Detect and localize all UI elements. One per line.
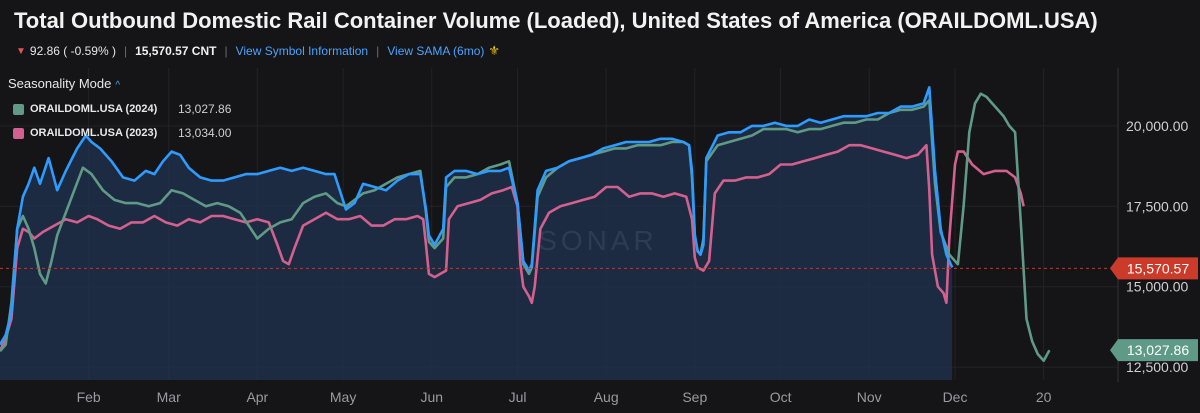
divider: | — [376, 44, 380, 58]
y-tick-label: 17,500.00 — [1126, 198, 1188, 214]
legend-item-name: ORAILDOML.USA (2024) — [30, 103, 158, 115]
legend-item-value: 13,034.00 — [178, 126, 232, 140]
series-2024-price-tag-bg — [1110, 339, 1198, 362]
price-tags: 15,570.57 13,027.86 — [1110, 257, 1198, 362]
legend-item-name: ORAILDOML.USA (2023) — [30, 127, 158, 139]
x-tick-label: Nov — [857, 389, 882, 405]
legend-item-value: 13,027.86 — [178, 102, 232, 116]
y-tick-label: 15,000.00 — [1126, 279, 1188, 295]
legend-swatch-2023 — [13, 127, 24, 139]
x-axis: Feb Mar Apr May Jun Jul Aug Sep Oct Nov Dec 20 — [77, 389, 1052, 405]
divider: | — [224, 44, 228, 58]
seasonality-mode-toggle[interactable]: Seasonality Mode ^ — [8, 76, 231, 91]
view-symbol-info-link[interactable]: View Symbol Information — [235, 44, 369, 58]
series-line — [0, 86, 954, 346]
legend: Seasonality Mode ^ ORAILDOML.USA (2024) 1… — [8, 76, 231, 148]
y-axis: 12,500.00 15,000.00 17,500.00 20,000.00 — [1126, 118, 1188, 375]
x-tick-label: Oct — [770, 389, 792, 405]
last-value: 15,570.57 CNT — [135, 44, 217, 58]
sama-icon[interactable]: ⚜ — [488, 43, 501, 58]
view-sama-link[interactable]: View SAMA (6mo) — [387, 44, 485, 58]
x-tick-label: Dec — [943, 389, 968, 405]
seasonality-mode-label: Seasonality Mode — [8, 76, 112, 91]
legend-item-2024[interactable]: ORAILDOML.USA (2024) 13,027.86 — [8, 100, 231, 118]
current-price-tag-label: 15,570.57 — [1127, 260, 1189, 276]
x-tick-label: Mar — [157, 389, 181, 405]
series-line — [0, 143, 1025, 352]
header-stats: ▼ 92.86 ( -0.59% ) | 15,570.57 CNT | Vie… — [16, 43, 500, 59]
divider: | — [123, 44, 128, 58]
change-arrow-icon: ▼ — [16, 45, 26, 57]
x-tick-label: Jul — [509, 389, 527, 405]
chart-series — [0, 86, 1051, 381]
chart-title: Total Outbound Domestic Rail Container V… — [14, 8, 1098, 33]
legend-swatch-2024 — [13, 103, 24, 115]
x-tick-label: Aug — [594, 389, 619, 405]
series-area-fill — [0, 87, 953, 381]
x-tick-label: Apr — [246, 389, 268, 405]
x-tick-label: 20 — [1036, 389, 1052, 405]
x-tick-label: May — [330, 389, 356, 405]
legend-item-2023[interactable]: ORAILDOML.USA (2023) 13,034.00 — [8, 124, 231, 142]
change-value: 92.86 ( -0.59% ) — [29, 44, 116, 58]
x-tick-label: Jun — [420, 389, 443, 405]
x-tick-label: Feb — [77, 389, 101, 405]
chevron-up-icon: ^ — [115, 80, 121, 91]
series-2024-price-tag-label: 13,027.86 — [1127, 342, 1189, 358]
current-price-tag-bg — [1110, 257, 1198, 280]
x-tick-label: Sep — [682, 389, 707, 405]
y-tick-label: 20,000.00 — [1126, 118, 1188, 134]
y-tick-label: 12,500.00 — [1126, 359, 1188, 375]
